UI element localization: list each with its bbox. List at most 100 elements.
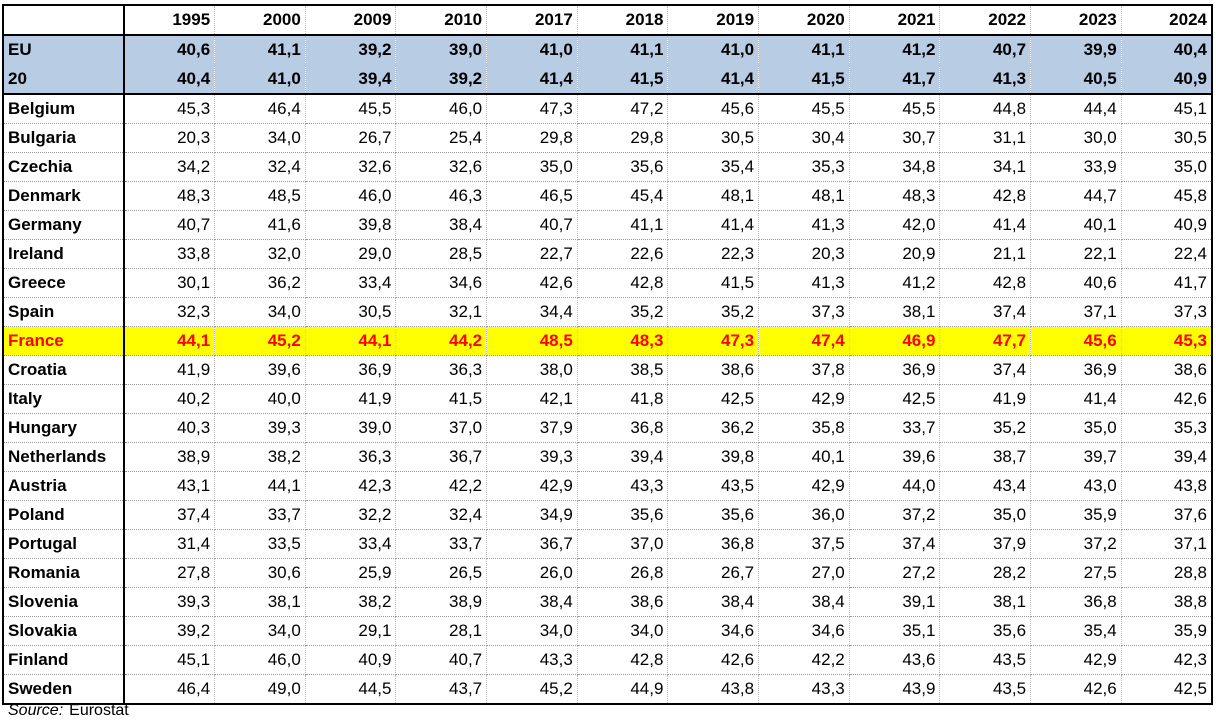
value-cell: 42,6 xyxy=(667,645,760,675)
value-cell: 28,5 xyxy=(395,239,488,269)
value-cell: 36,2 xyxy=(667,413,760,443)
value-cell: 41,4 xyxy=(486,64,578,95)
value-cell: 44,1 xyxy=(305,326,397,356)
value-cell: 44,8 xyxy=(939,94,1032,124)
value-cell: 39,2 xyxy=(395,64,488,95)
value-cell: 48,1 xyxy=(667,181,760,211)
value-cell: 41,3 xyxy=(758,210,850,240)
row-label: Romania xyxy=(3,558,125,588)
value-cell: 22,4 xyxy=(1121,239,1213,269)
value-cell: 38,0 xyxy=(486,355,578,385)
value-cell: 46,4 xyxy=(214,94,306,124)
value-cell: 20,3 xyxy=(124,123,216,153)
value-cell: 26,0 xyxy=(486,558,578,588)
row-label: Slovakia xyxy=(3,616,125,646)
value-cell: 22,7 xyxy=(486,239,578,269)
value-cell: 43,7 xyxy=(395,674,488,705)
value-cell: 30,5 xyxy=(305,297,397,327)
value-cell: 40,7 xyxy=(486,210,578,240)
value-cell: 30,6 xyxy=(214,558,306,588)
row-label: Austria xyxy=(3,471,125,501)
source-label: Source: xyxy=(8,702,64,719)
country-row: Croatia 41,9 39,6 36,9 36,3 38,0 38,5 38,6 37,8 3… xyxy=(3,355,1213,385)
value-cell: 45,3 xyxy=(124,94,216,124)
row-label: Denmark xyxy=(3,181,125,211)
country-row: Austria 43,1 44,1 42,3 42,2 42,9 43,3 43,5 42,9 4… xyxy=(3,471,1213,501)
value-cell: 32,0 xyxy=(214,239,306,269)
value-cell: 37,9 xyxy=(486,413,578,443)
value-cell: 37,5 xyxy=(758,529,850,559)
value-cell: 30,1 xyxy=(124,268,216,298)
value-cell: 46,4 xyxy=(124,674,216,705)
value-cell: 39,8 xyxy=(667,442,760,472)
value-cell: 36,3 xyxy=(305,442,397,472)
value-cell: 37,1 xyxy=(1121,529,1213,559)
value-cell: 36,3 xyxy=(395,355,488,385)
value-cell: 39,2 xyxy=(305,35,397,65)
value-cell: 40,6 xyxy=(124,35,216,65)
country-row: Poland 37,4 33,7 32,2 32,4 34,9 35,6 35,6 36,0 37… xyxy=(3,500,1213,530)
source-note: Source: Eurostat xyxy=(8,702,129,720)
value-cell: 30,0 xyxy=(1030,123,1122,153)
value-cell: 43,4 xyxy=(939,471,1032,501)
value-cell: 32,4 xyxy=(395,500,488,530)
value-cell: 38,6 xyxy=(1121,355,1213,385)
value-cell: 35,2 xyxy=(667,297,760,327)
value-cell: 40,4 xyxy=(1121,35,1213,65)
value-cell: 44,1 xyxy=(214,471,306,501)
country-row: Spain 32,3 34,0 30,5 32,1 34,4 35,2 35,2 37,3 38,… xyxy=(3,297,1213,327)
value-cell: 41,5 xyxy=(577,64,669,95)
value-cell: 39,8 xyxy=(305,210,397,240)
value-cell: 35,3 xyxy=(1121,413,1213,443)
row-label: Spain xyxy=(3,297,125,327)
year-header: 2021 xyxy=(849,5,941,36)
value-cell: 35,3 xyxy=(758,152,850,182)
value-cell: 41,9 xyxy=(305,384,397,414)
value-cell: 42,3 xyxy=(305,471,397,501)
value-cell: 33,4 xyxy=(305,268,397,298)
value-cell: 42,0 xyxy=(849,210,941,240)
value-cell: 41,9 xyxy=(124,355,216,385)
value-cell: 39,6 xyxy=(214,355,306,385)
value-cell: 26,8 xyxy=(577,558,669,588)
value-cell: 35,4 xyxy=(1030,616,1122,646)
value-cell: 42,5 xyxy=(849,384,941,414)
value-cell: 33,5 xyxy=(214,529,306,559)
country-row: Denmark 48,3 48,5 46,0 46,3 46,5 45,4 48,1 48,1 4… xyxy=(3,181,1213,211)
value-cell: 42,8 xyxy=(577,645,669,675)
value-cell: 25,4 xyxy=(395,123,488,153)
row-label: EU xyxy=(3,35,125,65)
value-cell: 37,9 xyxy=(939,529,1032,559)
value-cell: 42,9 xyxy=(1030,645,1122,675)
value-cell: 33,7 xyxy=(849,413,941,443)
value-cell: 34,0 xyxy=(214,123,306,153)
value-cell: 35,8 xyxy=(758,413,850,443)
value-cell: 41,5 xyxy=(758,64,850,95)
value-cell: 39,1 xyxy=(849,587,941,617)
value-cell: 32,1 xyxy=(395,297,488,327)
value-cell: 44,9 xyxy=(577,674,669,705)
value-cell: 34,1 xyxy=(939,152,1032,182)
row-label: Ireland xyxy=(3,239,125,269)
value-cell: 42,6 xyxy=(486,268,578,298)
row-label: Germany xyxy=(3,210,125,240)
value-cell: 21,1 xyxy=(939,239,1032,269)
value-cell: 47,3 xyxy=(486,94,578,124)
value-cell: 45,2 xyxy=(486,674,578,705)
value-cell: 42,6 xyxy=(1030,674,1122,705)
year-header: 2017 xyxy=(486,5,578,36)
value-cell: 43,1 xyxy=(124,471,216,501)
value-cell: 40,4 xyxy=(124,64,216,95)
value-cell: 47,4 xyxy=(758,326,850,356)
value-cell: 38,2 xyxy=(214,442,306,472)
value-cell: 48,1 xyxy=(758,181,850,211)
country-row: Italy 40,2 40,0 41,9 41,5 42,1 41,8 42,5 42,9 42,… xyxy=(3,384,1213,414)
value-cell: 39,3 xyxy=(486,442,578,472)
value-cell: 37,4 xyxy=(939,297,1032,327)
value-cell: 40,6 xyxy=(1030,268,1122,298)
country-row: France 44,1 45,2 44,1 44,2 48,5 48,3 47,3 47,4 46… xyxy=(3,326,1213,356)
value-cell: 48,3 xyxy=(849,181,941,211)
value-cell: 41,1 xyxy=(577,210,669,240)
year-header: 2010 xyxy=(395,5,488,36)
value-cell: 44,7 xyxy=(1030,181,1122,211)
